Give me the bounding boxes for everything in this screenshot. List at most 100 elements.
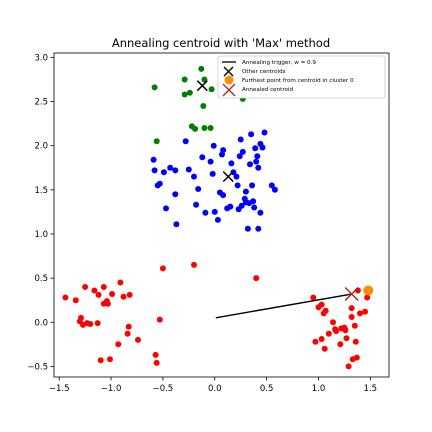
data-point-cluster-2 bbox=[351, 322, 358, 329]
data-point-cluster-1 bbox=[228, 160, 235, 167]
x-tick-label: 0.5 bbox=[260, 384, 274, 394]
data-point-cluster-1 bbox=[236, 153, 243, 160]
data-point-cluster-2 bbox=[318, 301, 325, 308]
data-point-cluster-1 bbox=[199, 154, 206, 161]
data-point-cluster-1 bbox=[173, 221, 180, 228]
data-point-cluster-2 bbox=[100, 284, 107, 290]
x-tick-label: −1.5 bbox=[49, 384, 70, 394]
data-point-cluster-2 bbox=[348, 314, 355, 320]
y-tick-label: 1.5 bbox=[34, 186, 48, 196]
data-point-cluster-0 bbox=[151, 84, 158, 91]
data-point-cluster-1 bbox=[207, 158, 214, 165]
data-point-cluster-1 bbox=[211, 208, 218, 215]
data-point-cluster-0 bbox=[208, 86, 215, 93]
data-point-cluster-2 bbox=[78, 314, 84, 321]
data-point-cluster-1 bbox=[172, 167, 179, 174]
data-point-cluster-0 bbox=[153, 138, 160, 145]
data-point-cluster-2 bbox=[87, 321, 94, 327]
data-point-cluster-1 bbox=[156, 180, 163, 187]
data-point-cluster-2 bbox=[253, 275, 260, 282]
data-point-cluster-0 bbox=[181, 91, 188, 98]
data-point-cluster-2 bbox=[345, 363, 352, 370]
data-point-cluster-2 bbox=[72, 297, 79, 304]
data-point-cluster-2 bbox=[62, 294, 69, 301]
data-point-cluster-2 bbox=[310, 294, 317, 301]
data-point-cluster-1 bbox=[193, 201, 200, 208]
data-point-cluster-1 bbox=[150, 156, 157, 163]
data-point-cluster-1 bbox=[259, 144, 266, 151]
y-tick-label: 0.0 bbox=[34, 318, 48, 328]
data-point-cluster-1 bbox=[254, 153, 261, 160]
legend-x-swatch-other bbox=[223, 66, 234, 77]
data-point-cluster-1 bbox=[247, 161, 253, 168]
y-tick-label: 0.5 bbox=[34, 274, 48, 284]
data-point-cluster-1 bbox=[255, 225, 262, 232]
data-point-cluster-1 bbox=[172, 191, 179, 198]
data-point-cluster-2 bbox=[126, 291, 133, 298]
data-point-cluster-1 bbox=[210, 142, 217, 149]
data-point-cluster-2 bbox=[107, 356, 113, 363]
data-point-cluster-1 bbox=[237, 136, 244, 143]
y-tick-label: −0.5 bbox=[27, 362, 48, 372]
data-point-cluster-1 bbox=[233, 173, 240, 180]
legend-label-annealing-trigger: Annealing trigger, w = 0.9 bbox=[242, 60, 316, 66]
data-point-cluster-2 bbox=[95, 291, 102, 298]
y-tick-label: 1.0 bbox=[34, 230, 48, 240]
data-point-cluster-2 bbox=[156, 316, 163, 323]
data-point-cluster-0 bbox=[192, 125, 199, 132]
data-point-cluster-1 bbox=[214, 216, 221, 223]
data-point-cluster-2 bbox=[349, 356, 356, 363]
annealing-trigger-line bbox=[215, 293, 352, 319]
furthest-point-marker bbox=[363, 285, 374, 296]
data-point-cluster-2 bbox=[357, 310, 363, 317]
data-point-cluster-2 bbox=[124, 330, 131, 337]
y-tick-label: 2.0 bbox=[34, 142, 48, 152]
data-point-cluster-2 bbox=[322, 307, 329, 314]
data-point-cluster-1 bbox=[248, 131, 255, 138]
data-point-cluster-2 bbox=[153, 359, 160, 366]
x-tick-label: 0.0 bbox=[208, 384, 222, 394]
data-point-cluster-1 bbox=[185, 166, 192, 173]
other-centroid-marker bbox=[196, 80, 208, 92]
legend-label-furthest-point: Furthest point from centroid in cluster … bbox=[242, 78, 354, 84]
legend-label-annealed-centroid: Annealed centroid bbox=[242, 87, 294, 93]
data-point-cluster-1 bbox=[252, 145, 259, 152]
data-point-cluster-2 bbox=[191, 261, 197, 268]
data-point-cluster-2 bbox=[312, 338, 319, 345]
x-tick-label: −1.0 bbox=[101, 384, 122, 394]
x-tick-label: 1.0 bbox=[312, 384, 326, 394]
data-point-cluster-2 bbox=[135, 336, 141, 343]
data-point-cluster-1 bbox=[253, 158, 260, 165]
data-point-cluster-1 bbox=[239, 148, 246, 155]
data-point-cluster-2 bbox=[117, 279, 124, 286]
data-point-cluster-1 bbox=[257, 209, 264, 216]
data-point-cluster-2 bbox=[159, 265, 166, 272]
legend-circle-swatch-furthest bbox=[224, 75, 234, 85]
data-point-cluster-0 bbox=[207, 125, 214, 131]
annotations bbox=[196, 80, 374, 319]
data-point-cluster-2 bbox=[333, 328, 340, 335]
data-point-cluster-0 bbox=[201, 125, 208, 131]
data-point-cluster-2 bbox=[94, 320, 101, 327]
data-point-cluster-2 bbox=[82, 284, 89, 290]
data-point-cluster-1 bbox=[251, 204, 258, 211]
legend-box bbox=[217, 55, 386, 99]
data-point-cluster-1 bbox=[271, 186, 278, 193]
data-point-cluster-2 bbox=[318, 336, 325, 342]
axis-ticks: −1.5 −1.0 −0.5 0.0 0.5 1.0 1.5 −0.5 0.0 0.5 1.0 1.5… bbox=[27, 53, 377, 394]
y-tick-label: 2.5 bbox=[34, 98, 48, 108]
data-point-cluster-1 bbox=[220, 192, 227, 199]
y-tick-label: 3.0 bbox=[34, 53, 48, 63]
annealed-centroid-marker bbox=[344, 286, 359, 302]
data-point-cluster-1 bbox=[227, 203, 234, 210]
data-point-cluster-1 bbox=[191, 173, 197, 180]
x-tick-label: 1.5 bbox=[364, 384, 378, 394]
data-point-cluster-1 bbox=[249, 182, 256, 189]
data-point-cluster-1 bbox=[268, 182, 275, 189]
data-point-cluster-2 bbox=[362, 308, 369, 315]
data-point-cluster-1 bbox=[160, 169, 167, 176]
x-tick-label: −0.5 bbox=[153, 384, 174, 394]
data-point-cluster-1 bbox=[255, 164, 262, 171]
data-point-cluster-2 bbox=[97, 357, 104, 364]
